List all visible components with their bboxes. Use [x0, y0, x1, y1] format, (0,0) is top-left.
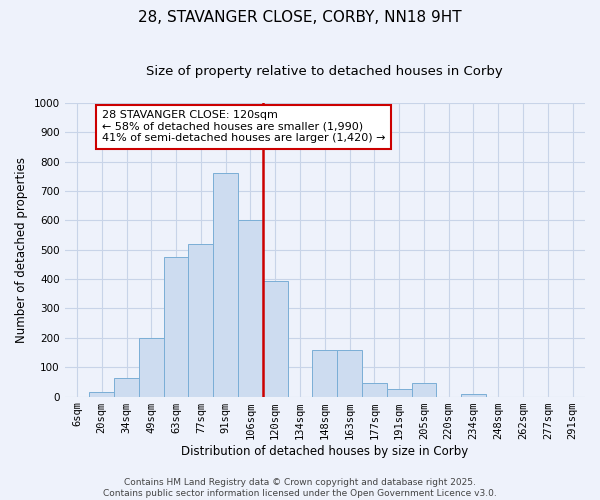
- Text: Contains HM Land Registry data © Crown copyright and database right 2025.
Contai: Contains HM Land Registry data © Crown c…: [103, 478, 497, 498]
- Y-axis label: Number of detached properties: Number of detached properties: [15, 156, 28, 342]
- Title: Size of property relative to detached houses in Corby: Size of property relative to detached ho…: [146, 65, 503, 78]
- Bar: [461, 394, 486, 396]
- Bar: [362, 384, 387, 396]
- Bar: [114, 378, 139, 396]
- Bar: [164, 257, 188, 396]
- X-axis label: Distribution of detached houses by size in Corby: Distribution of detached houses by size …: [181, 444, 469, 458]
- Text: 28 STAVANGER CLOSE: 120sqm
← 58% of detached houses are smaller (1,990)
41% of s: 28 STAVANGER CLOSE: 120sqm ← 58% of deta…: [102, 110, 385, 144]
- Bar: [263, 280, 287, 396]
- Bar: [139, 338, 164, 396]
- Bar: [387, 389, 412, 396]
- Text: 28, STAVANGER CLOSE, CORBY, NN18 9HT: 28, STAVANGER CLOSE, CORBY, NN18 9HT: [138, 10, 462, 25]
- Bar: [313, 350, 337, 397]
- Bar: [412, 384, 436, 396]
- Bar: [89, 392, 114, 396]
- Bar: [188, 244, 213, 396]
- Bar: [337, 350, 362, 397]
- Bar: [213, 174, 238, 396]
- Bar: [238, 220, 263, 396]
